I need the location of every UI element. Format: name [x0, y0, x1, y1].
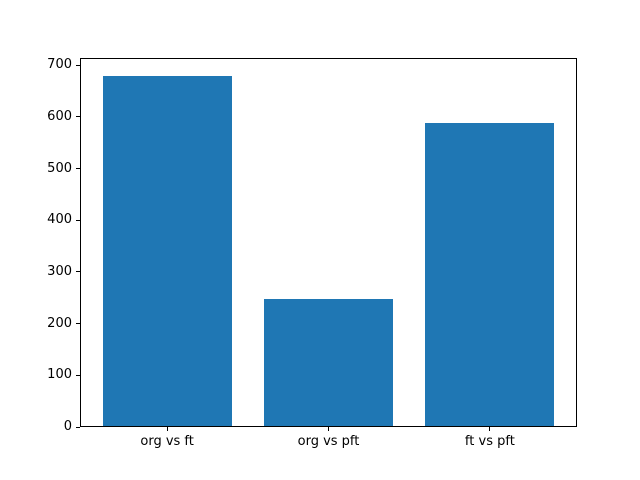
- y-tick-mark: [76, 116, 80, 118]
- y-tick-label: 500: [47, 160, 72, 176]
- y-tick-label: 700: [47, 57, 72, 73]
- bar-org-vs-ft: [102, 75, 232, 426]
- y-tick-label: 100: [47, 367, 72, 383]
- bar-ft-vs-pft: [425, 123, 555, 426]
- bar-org-vs-pft: [263, 298, 394, 426]
- y-tick-mark: [76, 271, 80, 273]
- y-tick-mark: [76, 323, 80, 325]
- y-tick-mark: [76, 426, 80, 428]
- x-tick-label-org-vs-ft: org vs ft: [140, 434, 194, 449]
- y-tick-label: 200: [47, 315, 72, 331]
- x-tick-label-org-vs-pft: org vs pft: [297, 434, 360, 449]
- x-tick-mark: [489, 427, 491, 431]
- y-tick-label: 400: [47, 212, 72, 228]
- y-tick-label: 600: [47, 108, 72, 124]
- y-tick-label: 0: [63, 419, 72, 434]
- y-tick-label: 300: [47, 263, 72, 279]
- x-tick-mark: [328, 427, 329, 431]
- y-tick-mark: [76, 168, 80, 170]
- x-tick-mark: [166, 427, 168, 431]
- y-tick-mark: [76, 374, 80, 376]
- x-tick-label-ft-vs-pft: ft vs pft: [464, 434, 515, 449]
- y-tick-mark: [76, 219, 80, 221]
- y-tick-mark: [76, 64, 80, 66]
